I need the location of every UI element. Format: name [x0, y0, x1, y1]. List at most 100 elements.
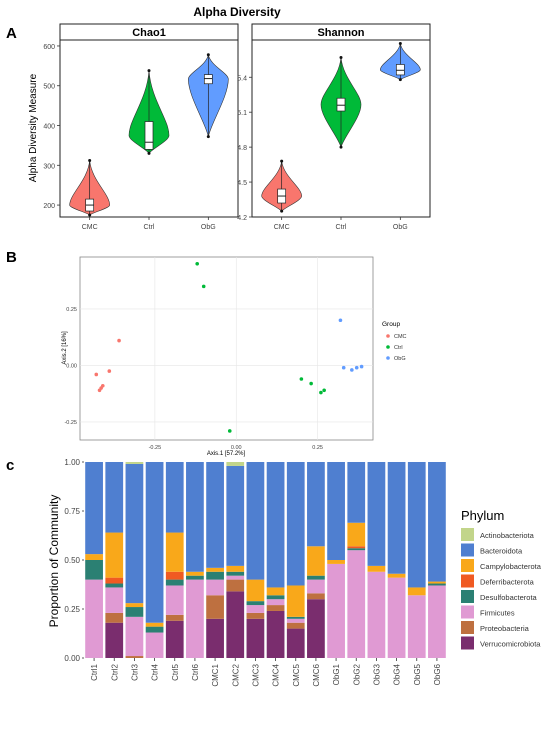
bar-legend-label: Firmicutes — [480, 609, 515, 618]
bar-segment-bacteroidota — [165, 462, 184, 533]
bar-segment-desulfobacterota — [266, 595, 285, 600]
bar-segment-campylobacterota — [145, 622, 164, 627]
bar-segment-bacteroidota — [307, 462, 325, 547]
bar-legend-swatch-proteobacteria — [461, 621, 474, 634]
scatter-point-ctrl — [322, 388, 326, 393]
bar-x-tick-label: Ctrl3 — [130, 663, 139, 680]
scatter-point-obg — [341, 365, 346, 370]
facet-title-chao1: Chao1 — [132, 27, 166, 39]
scatter-x-tick-label: 0.25 — [312, 445, 323, 451]
x-tick-label: ObG — [393, 224, 408, 231]
bar-segment-firmicutes — [367, 571, 386, 658]
bar-legend-swatch-campylobacterota — [461, 559, 474, 572]
scatter-x-tick-label: -0.25 — [149, 445, 162, 451]
bar-segment-bacteroidota — [387, 462, 406, 574]
bar-segment-proteobacteria — [125, 656, 144, 658]
x-tick-label: Ctrl — [336, 224, 347, 231]
scatter-point-cmc — [107, 369, 112, 373]
bar-segment-bacteroidota — [226, 465, 245, 566]
bar-legend-label: Proteobacteria — [480, 624, 530, 633]
bar-segment-desulfobacterota — [428, 583, 446, 586]
bar-segment-desulfobacterota — [246, 601, 265, 606]
bar-segment-proteobacteria — [105, 612, 124, 623]
bar-segment-firmicutes — [266, 599, 285, 606]
scatter-point-obg — [338, 318, 343, 323]
scatter-point-ctrl — [195, 261, 199, 266]
bar-x-tick-label: ObG4 — [393, 663, 402, 685]
bar-segment-bacteroidota — [347, 462, 366, 523]
bar-y-tick-label: 0.25 — [64, 605, 80, 614]
scatter-legend-title: Group — [382, 321, 400, 328]
bar-segment-actinobacteriota — [125, 462, 144, 464]
violin-max-point — [398, 41, 402, 45]
bar-segment-deferribacterota — [347, 546, 366, 549]
y-tick-label: 5.1 — [237, 110, 247, 117]
bar-legend-title: Phylum — [461, 508, 504, 523]
pcoa-scatter-panel: -0.25 0.00 0.25 -0.25 0.00 0.25 CMC Ctrl ObG — [64, 256, 407, 451]
bar-segment-firmicutes — [226, 575, 245, 580]
bar-y-axis-label: Proportion of Community — [47, 495, 61, 628]
bar-segment-proteobacteria — [307, 593, 325, 600]
violin-max-point — [88, 159, 92, 163]
bar-x-tick-label: Ctrl5 — [171, 663, 180, 680]
scatter-point-ctrl — [319, 390, 323, 395]
bar-segment-bacteroidota — [145, 462, 164, 623]
bar-segment-campylobacterota — [165, 532, 184, 572]
y-tick-label: 5.4 — [237, 75, 247, 82]
bar-segment-campylobacterota — [266, 587, 285, 596]
violin-max-point — [206, 53, 210, 57]
bar-segment-firmicutes — [428, 585, 446, 658]
violin-min-point — [88, 213, 92, 217]
bar-segment-firmicutes — [327, 563, 345, 658]
bar-x-tick-label: CMC1 — [211, 663, 220, 686]
bar-segment-campylobacterota — [428, 581, 446, 584]
bar-segment-actinobacteriota — [226, 462, 245, 466]
bar-segment-bacteroidota — [186, 462, 204, 572]
y-tick-label: 300 — [43, 163, 55, 170]
scatter-point-ctrl — [201, 284, 206, 289]
bar-segment-bacteroidota — [367, 462, 386, 566]
bar-legend-label: Deferribacterota — [480, 578, 535, 587]
bar-segment-bacteroidota — [428, 462, 446, 582]
facet-title-shannon: Shannon — [317, 27, 364, 39]
violin-min-point — [398, 78, 402, 82]
scatter-y-axis-label: Axis.2 [16%] — [62, 331, 68, 365]
bar-segment-firmicutes — [307, 579, 325, 594]
scatter-legend-label: ObG — [394, 356, 406, 362]
scatter-y-tick-label: 0.00 — [66, 363, 77, 369]
bar-segment-bacteroidota — [246, 462, 265, 580]
bar-segment-firmicutes — [347, 550, 366, 658]
bar-segment-verrucomicrobiota — [246, 618, 265, 658]
bar-segment-desulfobacterota — [186, 575, 204, 580]
bar-legend-swatch-bacteroidota — [461, 543, 474, 557]
bar-legend-swatch-desulfobacterota — [461, 590, 474, 603]
bar-x-tick-label: ObG3 — [372, 663, 381, 685]
bar-segment-firmicutes — [145, 632, 164, 658]
bar-segment-campylobacterota — [206, 567, 224, 572]
scatter-plot-area — [79, 256, 374, 441]
bar-legend: Actinobacteriota Bacteroidota Campylobacte… — [461, 528, 542, 650]
bar-segment-campylobacterota — [246, 579, 265, 602]
bar-segment-deferribacterota — [105, 577, 124, 584]
bar-segment-campylobacterota — [286, 585, 305, 617]
scatter-point-cmc — [94, 372, 99, 377]
scatter-x-axis-label: Axis.1 [57.2%] — [207, 451, 246, 457]
scatter-legend-label: CMC — [394, 334, 407, 340]
scatter-legend-label: Ctrl — [394, 345, 403, 351]
scatter-y-tick-label: 0.25 — [66, 307, 77, 313]
bar-legend-label: Desulfobacterota — [480, 593, 538, 602]
bar-segment-verrucomicrobiota — [266, 610, 285, 658]
violin-max-point — [280, 159, 284, 163]
scatter-point-ctrl — [309, 381, 313, 386]
bar-legend-label: Actinobacteriota — [480, 531, 535, 540]
bar-segment-proteobacteria — [266, 605, 285, 611]
scatter-legend-marker-ctrl — [386, 345, 390, 349]
bar-segment-campylobacterota — [226, 565, 245, 572]
violin-y-axis-label: Alpha Diversity Measure — [28, 73, 39, 182]
bar-segment-campylobacterota — [186, 571, 204, 576]
bar-segment-desulfobacterota — [125, 607, 144, 617]
bar-segment-verrucomicrobiota — [226, 591, 245, 658]
bar-segment-bacteroidota — [286, 462, 305, 586]
bar-segment-bacteroidota — [85, 462, 103, 555]
bar-segment-campylobacterota — [367, 565, 386, 572]
